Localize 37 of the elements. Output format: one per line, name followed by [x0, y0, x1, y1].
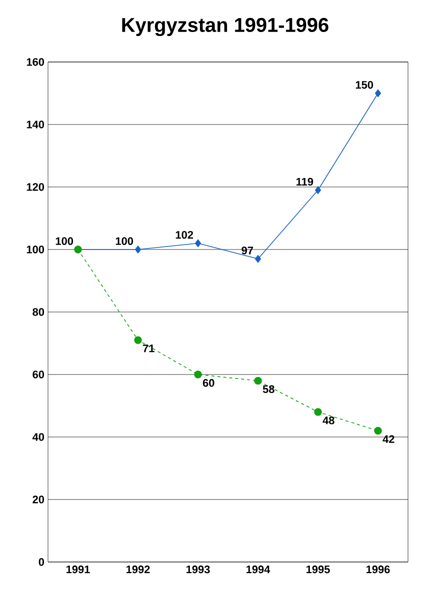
- chart-title: Kyrgyzstan 1991-1996: [122, 18, 328, 36]
- data-label: 42: [382, 435, 394, 443]
- x-tick-label: 1991: [66, 566, 90, 574]
- point: [134, 336, 142, 344]
- point: [254, 254, 262, 263]
- y-tick-label: 0: [38, 558, 44, 566]
- data-label: 150: [356, 80, 374, 89]
- point: [254, 376, 262, 385]
- point: [194, 239, 202, 248]
- y-tick-label: 20: [32, 496, 44, 504]
- data-label: 102: [176, 230, 194, 239]
- x-tick-label: 1994: [246, 566, 270, 574]
- y-tick-label: 120: [26, 183, 44, 191]
- point: [374, 426, 382, 435]
- data-label: 100: [116, 237, 134, 245]
- data-label: 100: [56, 237, 74, 245]
- point: [374, 89, 382, 98]
- data-label: 48: [322, 416, 334, 424]
- x-tick-label: 1996: [366, 566, 390, 574]
- data-label: 60: [202, 379, 214, 387]
- y-tick-label: 100: [26, 246, 44, 254]
- point: [314, 408, 322, 416]
- data-label: 97: [242, 246, 253, 254]
- x-tick-label: 1992: [126, 566, 150, 574]
- data-label: 71: [142, 344, 154, 352]
- y-tick-label: 160: [26, 58, 44, 66]
- x-tick-label: 1993: [186, 566, 210, 574]
- x-tick-label: 1995: [306, 566, 330, 574]
- data-label: 58: [262, 385, 274, 394]
- point: [194, 370, 202, 378]
- y-tick-label: 40: [32, 433, 44, 441]
- y-tick-label: 80: [32, 308, 44, 316]
- data-label: 119: [296, 178, 314, 186]
- point: [134, 246, 142, 254]
- y-tick-label: 140: [26, 120, 44, 128]
- point: [314, 186, 322, 194]
- y-tick-label: 60: [32, 370, 44, 378]
